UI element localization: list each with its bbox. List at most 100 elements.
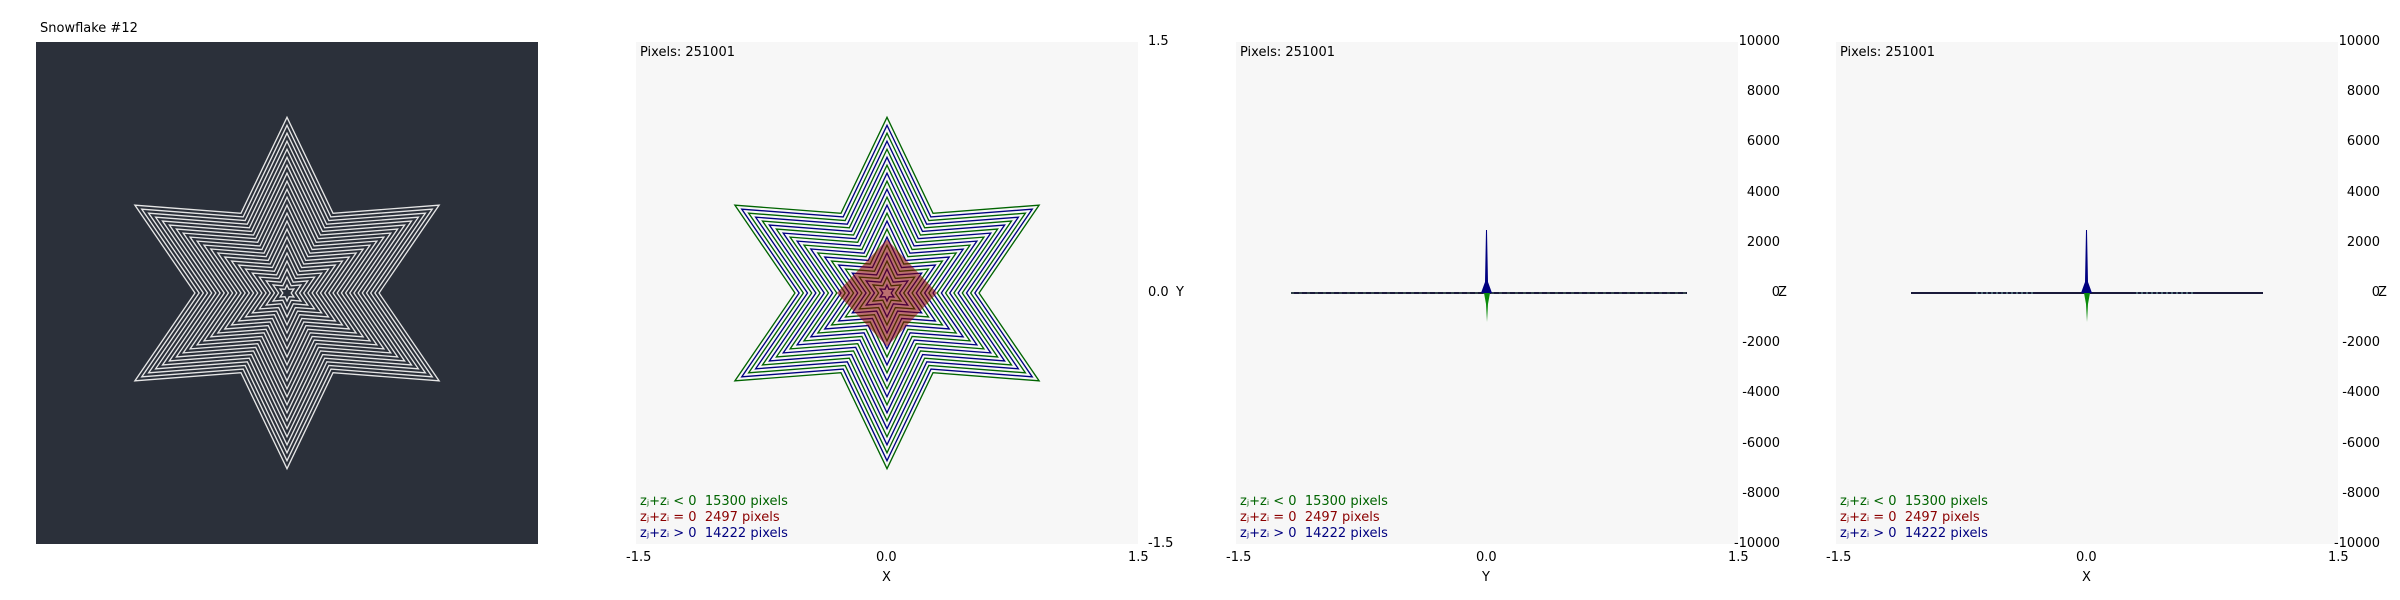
z-tick: -8000 — [2342, 485, 2380, 501]
snowflake-contour — [830, 227, 944, 359]
snowflake-contour — [258, 259, 316, 327]
snowflake-contour — [761, 147, 1013, 439]
snowflake-contour — [802, 195, 972, 391]
z-tick: -2000 — [1742, 335, 1780, 351]
x-axis-label: X — [882, 570, 891, 585]
x-tick-max: 1.5 — [1728, 550, 1749, 565]
snowflake-contour — [740, 123, 1034, 463]
y-tick-max: 1.5 — [1148, 34, 1169, 49]
z-tick: -6000 — [1742, 435, 1780, 451]
snowflake-contour — [271, 275, 303, 311]
snowflake-contour — [264, 267, 310, 319]
snowflake-render-canvas[interactable] — [36, 42, 538, 544]
xy-projection-plot[interactable]: Pixels: 251001 zⱼ+zᵢ < 0 15300 pixels zⱼ… — [636, 42, 1138, 544]
x-tick-max: 1.5 — [2328, 550, 2349, 565]
snowflake-contour — [223, 219, 351, 367]
snowflake-contour — [188, 179, 386, 407]
y-tick-mid: 0.0 — [1148, 285, 1169, 300]
legend-zero: zⱼ+zᵢ = 0 2497 pixels — [1840, 510, 1980, 525]
z-tick: 6000 — [2346, 134, 2380, 150]
z-tick: 2000 — [1746, 234, 1780, 250]
snowflake-contour — [181, 171, 393, 415]
xz-profile-icon — [1911, 230, 2263, 322]
snowflake-core — [836, 239, 938, 347]
z-tick: 4000 — [2346, 184, 2380, 200]
z-tick: -4000 — [2342, 385, 2380, 401]
snowflake-contour — [230, 227, 344, 359]
legend: zⱼ+zᵢ < 0 15300 pixels zⱼ+zᵢ = 0 2497 pi… — [640, 494, 788, 542]
snowflake-contour — [154, 139, 420, 447]
legend-positive: zⱼ+zᵢ > 0 14222 pixels — [1240, 526, 1388, 541]
xy-snowflake-icon — [733, 115, 1041, 471]
snowflake-contour — [133, 115, 441, 471]
snowflake-contour — [816, 211, 958, 375]
y-tick-min: -1.5 — [1148, 536, 1174, 551]
z-tick: -10000 — [2333, 536, 2380, 551]
window-title: Snowflake #12 — [40, 21, 138, 36]
snowflake-contour — [244, 243, 330, 343]
z-tick: -8000 — [1742, 485, 1780, 501]
z-tick: 2000 — [2346, 234, 2380, 250]
snowflake-contour — [823, 219, 951, 367]
x-tick-min: -1.5 — [1826, 550, 1852, 565]
y-axis-label: Y — [1176, 285, 1184, 300]
snowflake-contour — [202, 195, 372, 391]
legend-zero: zⱼ+zᵢ = 0 2497 pixels — [1240, 510, 1380, 525]
z-tick: 8000 — [2346, 84, 2380, 100]
x-tick-max: 1.5 — [1128, 550, 1149, 565]
snowflake-contour — [754, 139, 1020, 447]
yz-profile-icon — [1291, 230, 1687, 322]
z-tick: -2000 — [2342, 335, 2380, 351]
snowflake-contour — [168, 155, 406, 431]
z-axis-label: Z — [1778, 285, 1787, 300]
snowflake-contour — [195, 187, 379, 399]
snowflake-contour — [161, 147, 413, 439]
x-tick-mid: 0.0 — [1476, 550, 1497, 565]
snowflake-contour — [140, 123, 434, 463]
snowflake-contour — [209, 203, 365, 383]
xz-projection-plot[interactable]: Pixels: 251001 zⱼ+zᵢ < 0 15300 pixels zⱼ… — [1836, 42, 2338, 544]
z-tick: 0 — [1771, 285, 1780, 300]
z-tick: -6000 — [2342, 435, 2380, 451]
legend-negative: zⱼ+zᵢ < 0 15300 pixels — [640, 494, 788, 509]
snowflake-contour — [251, 251, 323, 335]
z-tick: 10000 — [2338, 34, 2380, 49]
snowflake-contour — [216, 211, 358, 375]
snowflake-icon — [133, 115, 441, 471]
snowflake-contour — [175, 163, 399, 423]
snowflake-contour — [733, 115, 1041, 471]
legend: zⱼ+zᵢ < 0 15300 pixels zⱼ+zᵢ = 0 2497 pi… — [1240, 494, 1388, 542]
x-axis-label: X — [2082, 570, 2091, 585]
legend-zero: zⱼ+zᵢ = 0 2497 pixels — [640, 510, 780, 525]
legend-negative: zⱼ+zᵢ < 0 15300 pixels — [1840, 494, 1988, 509]
snowflake-contour — [795, 187, 979, 399]
yz-projection-plot[interactable]: Pixels: 251001 zⱼ+zᵢ < 0 15300 pixels zⱼ… — [1236, 42, 1738, 544]
z-tick: 10000 — [1738, 34, 1780, 49]
pixel-count-label: Pixels: 251001 — [640, 45, 735, 60]
snowflake-contour — [747, 131, 1027, 455]
z-tick: -10000 — [1733, 536, 1780, 551]
pixel-count-label: Pixels: 251001 — [1840, 45, 1935, 60]
z-tick: 8000 — [1746, 84, 1780, 100]
pixel-count-label: Pixels: 251001 — [1240, 45, 1335, 60]
snowflake-contour — [237, 235, 337, 351]
z-tick: 6000 — [1746, 134, 1780, 150]
legend: zⱼ+zᵢ < 0 15300 pixels zⱼ+zᵢ = 0 2497 pi… — [1840, 494, 1988, 542]
snowflake-contour — [768, 155, 1006, 431]
snowflake-contour — [788, 179, 986, 407]
snowflake-contour — [837, 235, 937, 351]
x-tick-min: -1.5 — [1226, 550, 1252, 565]
x-tick-mid: 0.0 — [2076, 550, 2097, 565]
z-tick: 0 — [2371, 285, 2380, 300]
snowflake-contour — [278, 283, 296, 303]
legend-negative: zⱼ+zᵢ < 0 15300 pixels — [1240, 494, 1388, 509]
snowflake-contour — [775, 163, 999, 423]
x-tick-mid: 0.0 — [876, 550, 897, 565]
snowflake-contour — [781, 171, 993, 415]
z-axis-label: Z — [2378, 285, 2387, 300]
legend-positive: zⱼ+zᵢ > 0 14222 pixels — [640, 526, 788, 541]
snowflake-contour — [809, 203, 965, 383]
snowflake-contour — [147, 131, 427, 455]
z-tick: 4000 — [1746, 184, 1780, 200]
legend-positive: zⱼ+zᵢ > 0 14222 pixels — [1840, 526, 1988, 541]
